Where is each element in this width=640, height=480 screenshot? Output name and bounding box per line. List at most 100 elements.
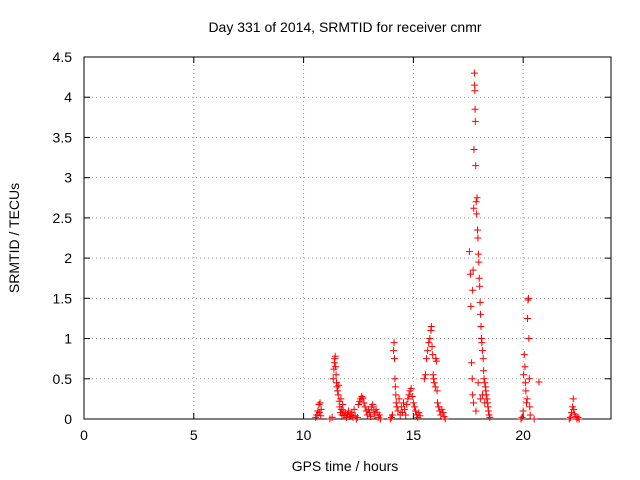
- data-point: [474, 379, 482, 387]
- data-point: [421, 371, 429, 379]
- data-point: [391, 375, 399, 383]
- data-point: [329, 375, 337, 383]
- data-point: [365, 409, 373, 417]
- data-point: [469, 266, 477, 274]
- data-point: [376, 415, 384, 423]
- data-point: [566, 413, 574, 421]
- data-point: [526, 403, 534, 411]
- data-point: [521, 363, 529, 371]
- data-point: [476, 298, 484, 306]
- data-point: [441, 415, 449, 423]
- data-point: [426, 335, 434, 343]
- data-point: [367, 413, 375, 421]
- data-point: [480, 367, 488, 375]
- data-point: [334, 387, 342, 395]
- data-point: [466, 270, 474, 278]
- data-point: [315, 401, 323, 409]
- data-point: [314, 407, 322, 415]
- data-point: [317, 405, 325, 413]
- x-tick-labels: 0 5 10 15 20: [80, 427, 531, 443]
- data-point: [434, 399, 442, 407]
- y-tick-label: 4.5: [53, 49, 73, 65]
- data-point: [469, 286, 477, 294]
- data-point: [570, 405, 578, 413]
- data-point: [409, 399, 417, 407]
- data-points: [312, 69, 583, 423]
- y-tick-labels: 0 0.5 1 1.5 2 2.5 3 3.5 4 4.5: [53, 49, 73, 427]
- data-point: [339, 401, 347, 409]
- data-point: [433, 387, 441, 395]
- data-point: [477, 322, 485, 330]
- data-point: [390, 347, 398, 355]
- data-point: [486, 413, 494, 421]
- data-point: [425, 339, 433, 347]
- data-point: [523, 395, 531, 403]
- data-point: [358, 392, 366, 400]
- data-point: [470, 69, 478, 77]
- data-point: [474, 234, 482, 242]
- y-tick-label: 2: [64, 250, 72, 266]
- data-point: [337, 405, 345, 413]
- data-point: [474, 250, 482, 258]
- data-point: [525, 335, 533, 343]
- y-tick-label: 1.5: [53, 290, 73, 306]
- data-point: [526, 411, 534, 419]
- data-point: [412, 407, 420, 415]
- data-point: [415, 409, 423, 417]
- data-point: [331, 352, 339, 360]
- data-point: [386, 415, 394, 423]
- data-point: [467, 302, 475, 310]
- data-point: [391, 383, 399, 391]
- data-point: [473, 194, 481, 202]
- data-point: [475, 258, 483, 266]
- data-point: [475, 274, 483, 282]
- x-axis-label: GPS time / hours: [292, 458, 399, 474]
- data-point: [352, 415, 360, 423]
- data-point: [569, 395, 577, 403]
- data-point: [410, 403, 418, 411]
- data-point: [575, 415, 583, 423]
- data-point: [316, 399, 324, 407]
- data-point: [392, 399, 400, 407]
- data-point: [328, 413, 336, 421]
- data-point: [317, 412, 325, 420]
- data-point: [369, 401, 377, 409]
- data-point: [350, 405, 358, 413]
- data-point: [431, 383, 439, 391]
- grid-lines: [84, 57, 611, 419]
- y-tick-label: 3.5: [53, 129, 73, 145]
- data-point: [423, 355, 431, 363]
- data-point: [517, 415, 525, 423]
- x-tick-label: 20: [515, 427, 531, 443]
- y-tick-label: 3: [64, 170, 72, 186]
- data-point: [483, 395, 491, 403]
- data-point: [438, 405, 446, 413]
- x-tick-label: 0: [80, 427, 88, 443]
- y-axis-label: SRMTID / TECUs: [6, 183, 22, 293]
- data-point: [484, 407, 492, 415]
- data-point: [521, 379, 529, 387]
- plot-frame: [83, 56, 612, 420]
- x-tick-label: 5: [190, 427, 198, 443]
- data-point: [518, 413, 526, 421]
- data-point: [372, 405, 380, 413]
- data-point: [522, 387, 530, 395]
- data-point: [345, 407, 353, 415]
- data-point: [470, 204, 478, 212]
- data-point: [394, 407, 402, 415]
- data-point: [332, 371, 340, 379]
- data-point: [473, 226, 481, 234]
- data-point: [468, 359, 476, 367]
- data-point: [480, 375, 488, 383]
- data-point: [333, 383, 341, 391]
- data-point: [389, 411, 397, 419]
- data-point: [354, 401, 362, 409]
- data-point: [332, 363, 340, 371]
- data-point: [472, 162, 480, 170]
- data-point: [481, 379, 489, 387]
- data-point: [427, 322, 435, 330]
- data-point: [346, 413, 354, 421]
- data-point: [428, 343, 436, 351]
- x-tick-label: 10: [296, 427, 312, 443]
